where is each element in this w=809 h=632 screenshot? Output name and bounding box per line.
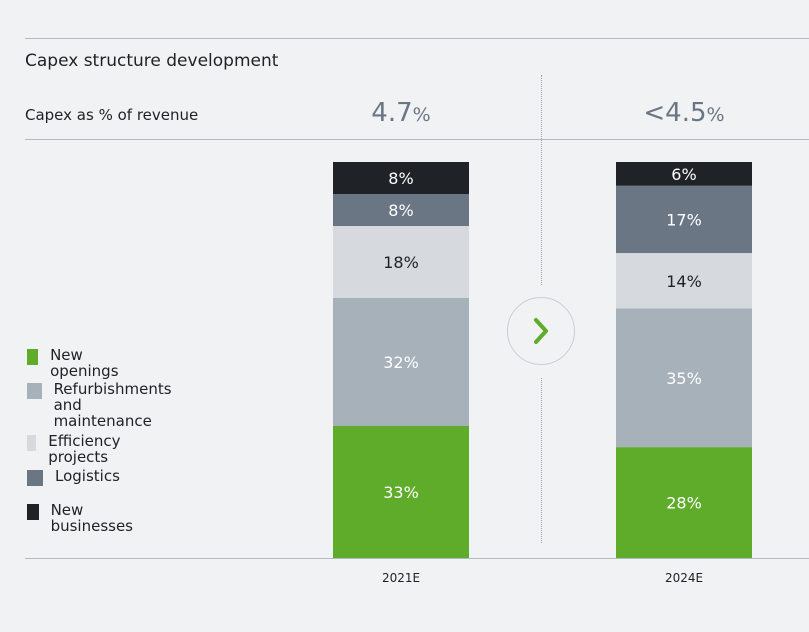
data-label: 33% [383, 483, 419, 502]
legend-swatch [27, 383, 42, 399]
baseline-rule [25, 558, 809, 559]
bar-segment [333, 298, 469, 426]
legend-item-new-openings: New openings [27, 347, 123, 379]
legend-swatch [27, 435, 37, 451]
divider-upper [541, 75, 542, 285]
chart-title: Capex structure development [25, 51, 279, 71]
legend-swatch [27, 504, 39, 520]
bar-segment [333, 426, 469, 558]
metric-2021-value: 4.7 [371, 98, 413, 128]
data-label: 17% [666, 210, 702, 229]
bar-segment [333, 162, 469, 194]
legend-item-refurbishments: Refurbishments and maintenance [27, 381, 173, 429]
legend-label: Refurbishments and maintenance [53, 380, 172, 430]
divider-lower [541, 378, 542, 543]
legend-item-efficiency: Efficiency projects [27, 433, 127, 465]
bar-segment [616, 308, 752, 448]
legend-item-logistics: Logistics [27, 468, 120, 486]
legend-label: New businesses [50, 501, 133, 535]
header-rule [25, 139, 809, 140]
data-label: 8% [388, 201, 413, 220]
legend-label: Efficiency projects [48, 432, 121, 466]
metric-2021-unit: % [412, 104, 431, 126]
data-label: 14% [666, 272, 702, 291]
bar-segment [333, 194, 469, 226]
chevron-right-icon [534, 318, 548, 344]
bar-segment [616, 253, 752, 309]
x-tick-label: 2024E [665, 571, 703, 585]
metric-2024-value: <4.5 [643, 98, 707, 128]
bar-segment [616, 447, 752, 558]
legend-label: Logistics [55, 467, 120, 485]
legend-swatch [27, 470, 43, 486]
bar-segment [333, 226, 469, 298]
bar-segment [616, 185, 752, 254]
next-arrow-button[interactable] [507, 297, 575, 365]
x-tick-label: 2021E [382, 571, 420, 585]
capex-revenue-label: Capex as % of revenue [25, 106, 199, 124]
metric-2024-unit: % [706, 104, 725, 126]
data-label: 28% [666, 494, 702, 513]
bar-segment [616, 162, 752, 186]
metric-2024: <4.5% [616, 98, 752, 128]
data-label: 18% [383, 253, 419, 272]
top-rule [25, 38, 809, 39]
data-label: 35% [666, 369, 702, 388]
data-label: 6% [671, 165, 696, 184]
legend-item-new-businesses: New businesses [27, 502, 137, 534]
metric-2021: 4.7% [333, 98, 469, 128]
legend-swatch [27, 349, 39, 365]
legend-label: New openings [50, 346, 119, 380]
data-label: 32% [383, 353, 419, 372]
data-label: 8% [388, 169, 413, 188]
